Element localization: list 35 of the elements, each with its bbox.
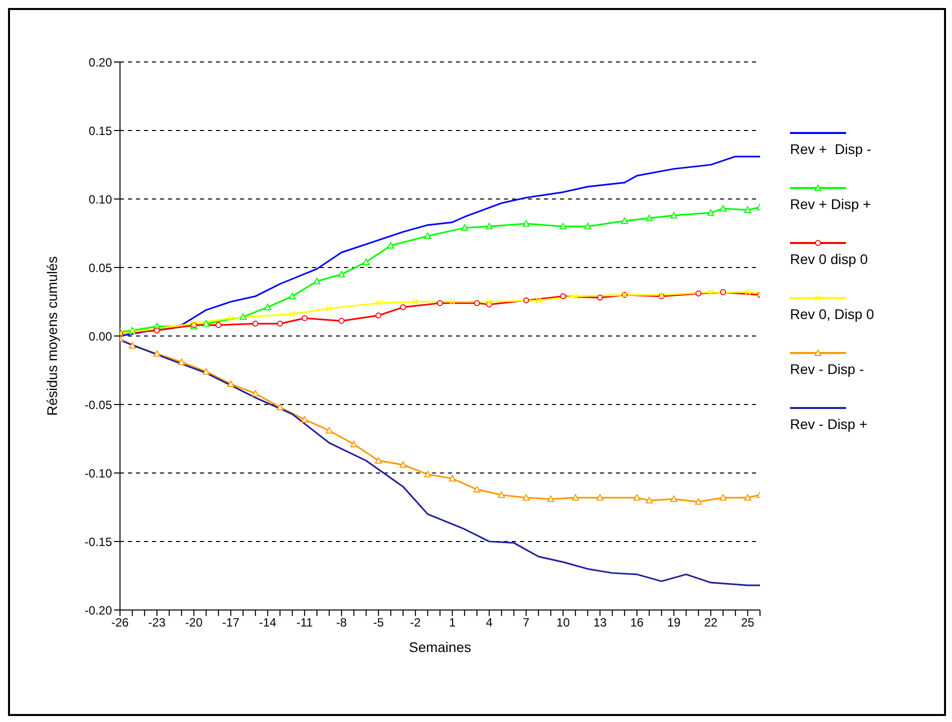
x-tick-label: 10 — [556, 616, 570, 630]
y-tick-label: 0.15 — [88, 124, 112, 138]
x-tick-label: 4 — [486, 616, 493, 630]
legend-label: Rev + Disp - — [790, 141, 872, 157]
y-tick-label: -0.10 — [84, 466, 112, 480]
x-tick-label: 22 — [704, 616, 718, 630]
y-tick-label: 0.05 — [88, 260, 112, 275]
x-tick-label: 25 — [741, 616, 755, 630]
x-tick-label: -11 — [296, 616, 314, 630]
x-tick-label: -2 — [410, 616, 422, 630]
y-tick-label: 0.00 — [88, 329, 112, 344]
x-axis-title: Semaines — [408, 639, 472, 655]
x-tick-label: -14 — [259, 616, 277, 630]
x-tick-label: -17 — [222, 616, 240, 630]
x-tick-label: -26 — [111, 616, 129, 630]
x-tick-label: 16 — [630, 616, 644, 630]
y-tick-label: -0.15 — [84, 534, 112, 549]
x-tick-label: 7 — [522, 616, 530, 630]
legend-label: Rev 0, Disp 0 — [790, 306, 874, 322]
y-axis-title: Résidus moyens cumulés — [44, 256, 60, 416]
legend-label: Rev - Disp - — [790, 361, 865, 377]
x-tick-label: -8 — [336, 616, 348, 630]
x-tick-label: 13 — [593, 616, 607, 630]
x-tick-label: -20 — [185, 616, 203, 630]
x-tick-label: 19 — [667, 616, 681, 630]
x-tick-label: -5 — [373, 616, 384, 630]
legend-label: Rev 0 disp 0 — [790, 251, 869, 267]
x-tick-label: -23 — [148, 616, 166, 630]
legend-label: Rev - Disp + — [790, 416, 868, 432]
y-tick-label: 0.10 — [88, 192, 112, 206]
y-tick-label: -0.20 — [84, 603, 112, 618]
y-tick-label: 0.20 — [88, 55, 112, 70]
legend-label: Rev + Disp + — [790, 196, 872, 212]
x-tick-label: 1 — [448, 616, 456, 630]
y-tick-label: -0.05 — [84, 398, 112, 412]
